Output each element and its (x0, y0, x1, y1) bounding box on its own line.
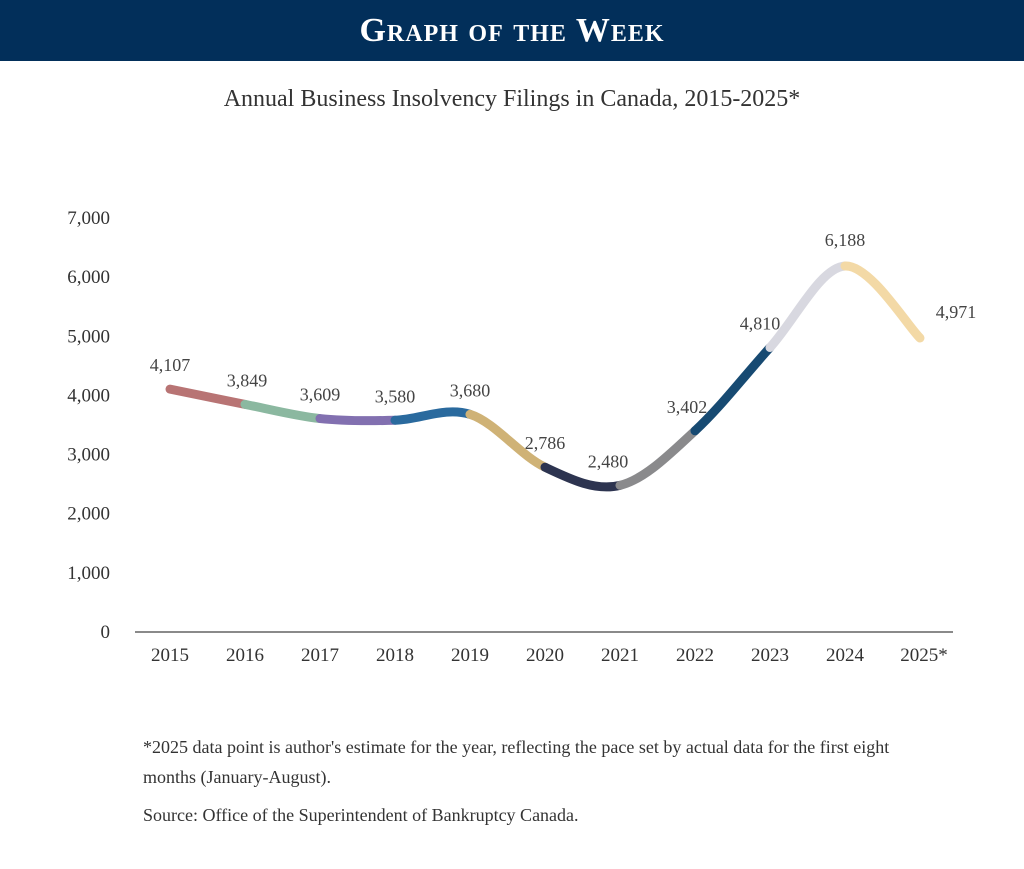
data-label: 3,680 (450, 380, 491, 400)
data-label: 3,849 (227, 370, 268, 390)
data-label: 2,786 (525, 433, 566, 453)
line-segment-2018 (390, 407, 475, 425)
data-label: 4,971 (936, 302, 977, 322)
data-label: 4,107 (150, 355, 191, 375)
footnote-source: Source: Office of the Superintendent of … (143, 805, 579, 825)
x-tick-label: 2020 (526, 645, 564, 666)
x-tick-label: 2025* (900, 645, 948, 666)
x-tick-label: 2016 (226, 645, 264, 666)
data-labels: 4,107 3,849 3,609 3,580 3,680 2,786 2,480 3,402… (150, 230, 977, 471)
y-axis-ticks: 0 1,000 2,000 3,000 4,000 5,000 6,000 7,000 (67, 208, 110, 643)
x-tick-label: 2024 (826, 645, 865, 666)
y-tick-label: 2,000 (67, 504, 110, 525)
y-tick-label: 0 (101, 622, 111, 643)
y-tick-label: 7,000 (67, 208, 110, 229)
x-tick-label: 2017 (301, 645, 339, 666)
line-segment-2019 (465, 409, 550, 472)
banner-title: Graph of the Week (359, 11, 665, 49)
line-segment-2017 (315, 414, 400, 426)
line-segment-2015 (165, 384, 250, 409)
x-tick-label: 2023 (751, 645, 789, 666)
x-axis-ticks: 2015 2016 2017 2018 2019 2020 2021 2022 2023 2024… (151, 645, 948, 666)
y-tick-label: 1,000 (67, 563, 110, 584)
x-tick-label: 2018 (376, 645, 414, 666)
x-tick-label: 2019 (451, 645, 489, 666)
line-segment-2022 (690, 343, 775, 436)
data-label: 3,402 (667, 397, 708, 417)
line-segment-2024 (840, 261, 925, 343)
data-label: 4,810 (740, 314, 781, 334)
y-tick-label: 5,000 (67, 326, 110, 347)
data-label: 3,609 (300, 385, 341, 405)
line-segment-2016 (240, 399, 325, 424)
data-label: 3,580 (375, 386, 416, 406)
line-segments (165, 261, 925, 492)
y-tick-label: 3,000 (67, 445, 110, 466)
header-banner: Graph of the Week (0, 0, 1024, 61)
line-segment-2020 (540, 462, 625, 492)
line-segment-2023 (765, 261, 850, 353)
y-tick-label: 4,000 (67, 385, 110, 406)
y-tick-label: 6,000 (67, 267, 110, 288)
line-segment-2021 (615, 426, 700, 490)
footnote-estimate: *2025 data point is author's estimate fo… (143, 737, 890, 787)
x-tick-label: 2021 (601, 645, 639, 666)
chart-title: Annual Business Insolvency Filings in Ca… (223, 86, 801, 112)
x-tick-label: 2015 (151, 645, 189, 666)
data-label: 6,188 (825, 230, 866, 250)
x-tick-label: 2022 (676, 645, 714, 666)
data-label: 2,480 (588, 451, 629, 471)
